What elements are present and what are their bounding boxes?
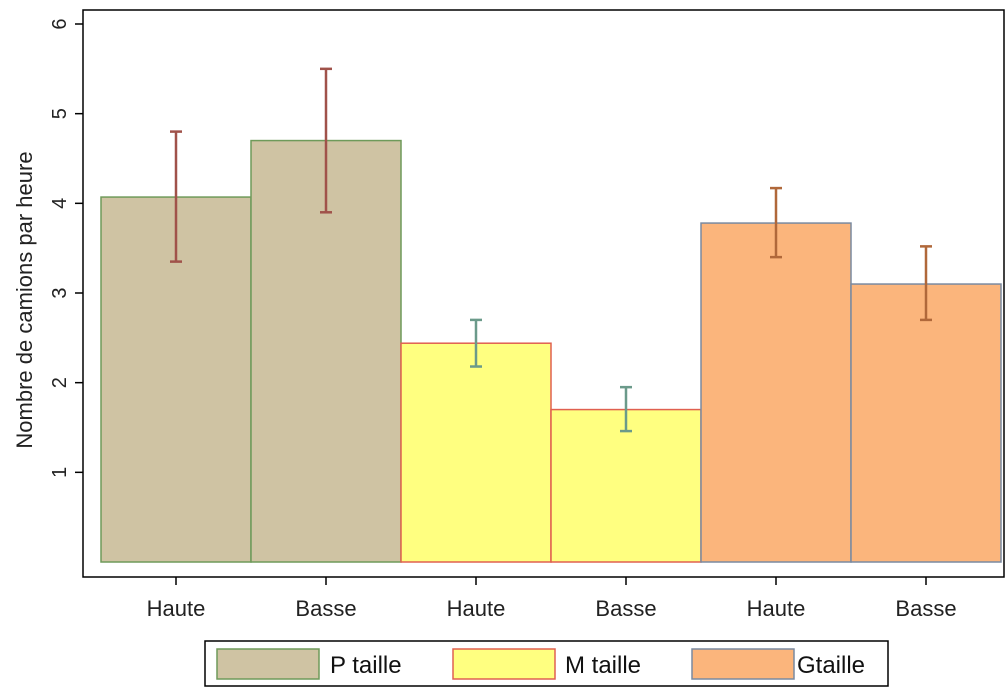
error-bars-layer (170, 67, 932, 433)
y-tick-label: 3 (49, 287, 71, 298)
y-tick-label: 6 (49, 18, 71, 29)
y-tick-label: 2 (49, 377, 71, 388)
x-tick-label: Haute (147, 596, 206, 621)
x-tick-label: Basse (595, 596, 656, 621)
y-tick-label: 5 (49, 108, 71, 119)
bar (850, 283, 1002, 563)
error-bar (620, 385, 632, 433)
y-axis-title: Nombre de camions par heure (12, 151, 37, 448)
y-tick-label: 4 (49, 198, 71, 209)
x-tick-label: Haute (747, 596, 806, 621)
y-tick-label: 1 (49, 467, 71, 478)
x-tick-label: Basse (295, 596, 356, 621)
error-bar (770, 186, 782, 259)
error-bar (920, 245, 932, 322)
legend-swatch (452, 648, 556, 680)
bar (700, 222, 852, 563)
bars-layer (100, 139, 1002, 563)
x-tick-label: Basse (895, 596, 956, 621)
legend-swatch (691, 648, 795, 680)
axes-layer: Haute Basse Haute Basse Haute Basse 1 2 3 4 5 6 (49, 9, 1005, 621)
error-bar (170, 130, 182, 263)
legend-label: M taille (565, 652, 641, 679)
x-tick-label: Haute (447, 596, 506, 621)
bar (550, 408, 702, 563)
legend: P taille M taille Gtaille (204, 640, 889, 687)
error-bar (470, 318, 482, 368)
error-bar (320, 67, 332, 214)
legend-label: P taille (330, 652, 402, 679)
legend-swatch (216, 648, 320, 680)
legend-label: Gtaille (797, 652, 865, 679)
bar (400, 342, 552, 563)
